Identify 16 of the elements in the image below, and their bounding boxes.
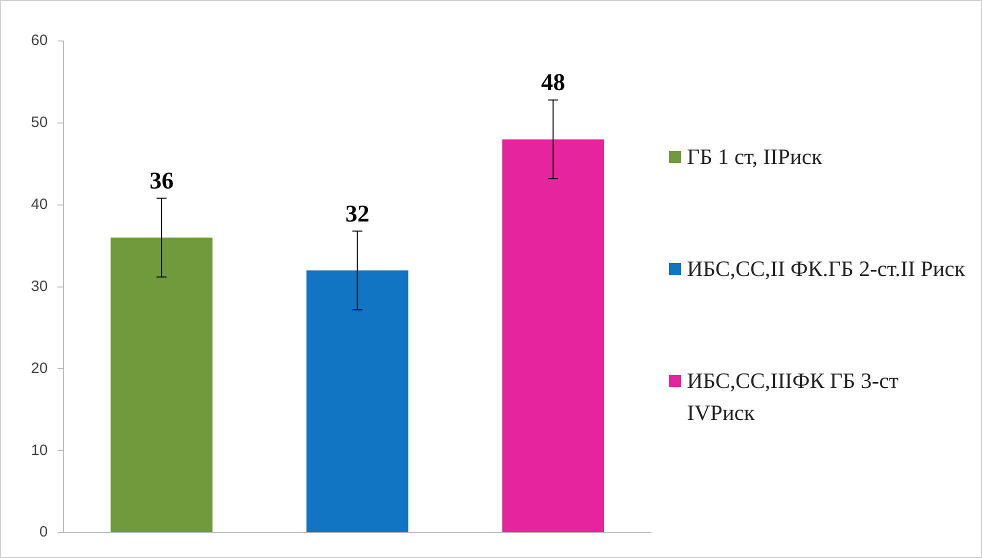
data-label: 48 — [541, 70, 566, 96]
bar — [502, 139, 604, 532]
y-tick-label: 20 — [30, 360, 48, 377]
y-tick-label: 0 — [39, 524, 48, 541]
legend-label: ИБС,СС,IIIФК ГБ 3-ст IVРиск — [687, 367, 900, 427]
data-label: 36 — [150, 168, 174, 195]
y-tick-label: 50 — [30, 114, 48, 132]
legend-label: ГБ 1 ст, IIРиск — [687, 143, 822, 171]
bar — [306, 270, 408, 532]
y-tick-label: 40 — [30, 196, 48, 214]
bar — [110, 238, 212, 532]
y-tick-label: 10 — [30, 442, 48, 459]
y-tick-label: 60 — [30, 32, 48, 50]
legend-label: ИБС,СС,II ФК.ГБ 2-ст.II Риск — [687, 255, 966, 283]
y-tick-label: 30 — [30, 278, 48, 295]
data-label: 32 — [345, 201, 370, 228]
